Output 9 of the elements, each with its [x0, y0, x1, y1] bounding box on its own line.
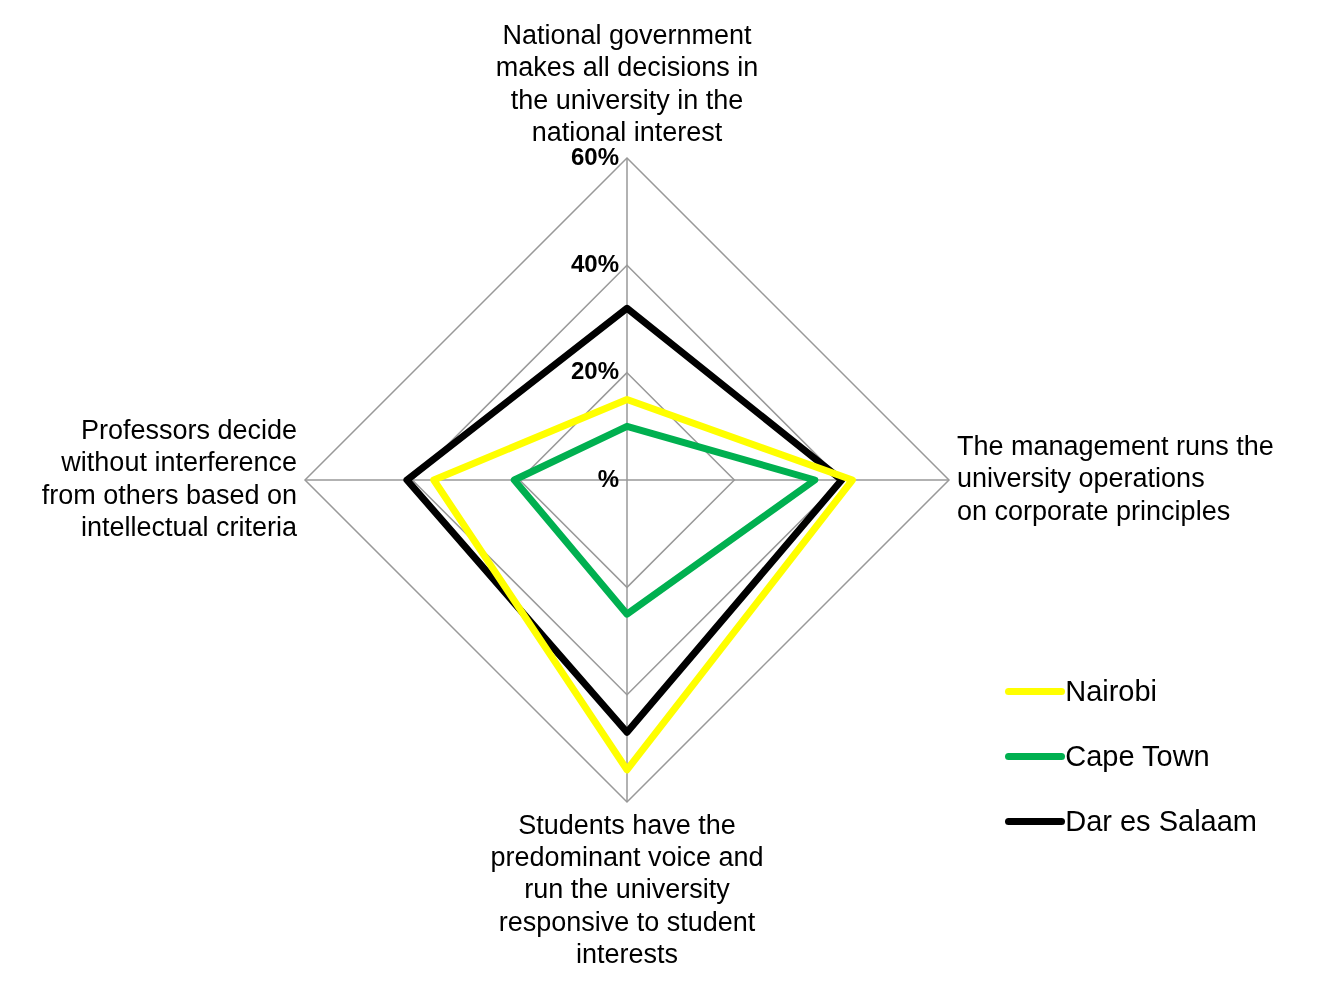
- legend-label: Cape Town: [1065, 740, 1210, 773]
- spoke-label: Professors decide without interference from others based on intellectual criteria: [41, 414, 298, 543]
- spoke-label: Students have the predominant voice and run the university responsive to student interests: [490, 809, 764, 970]
- y-tick-label: 20%: [570, 357, 619, 385]
- spoke-label: The management runs the university operations on corporate principles: [957, 431, 1274, 526]
- y-tick-label: 40%: [570, 249, 619, 277]
- legend-label: Dar es Salaam: [1065, 805, 1257, 838]
- y-tick-label: %: [597, 464, 619, 492]
- legend-label: Nairobi: [1065, 675, 1158, 708]
